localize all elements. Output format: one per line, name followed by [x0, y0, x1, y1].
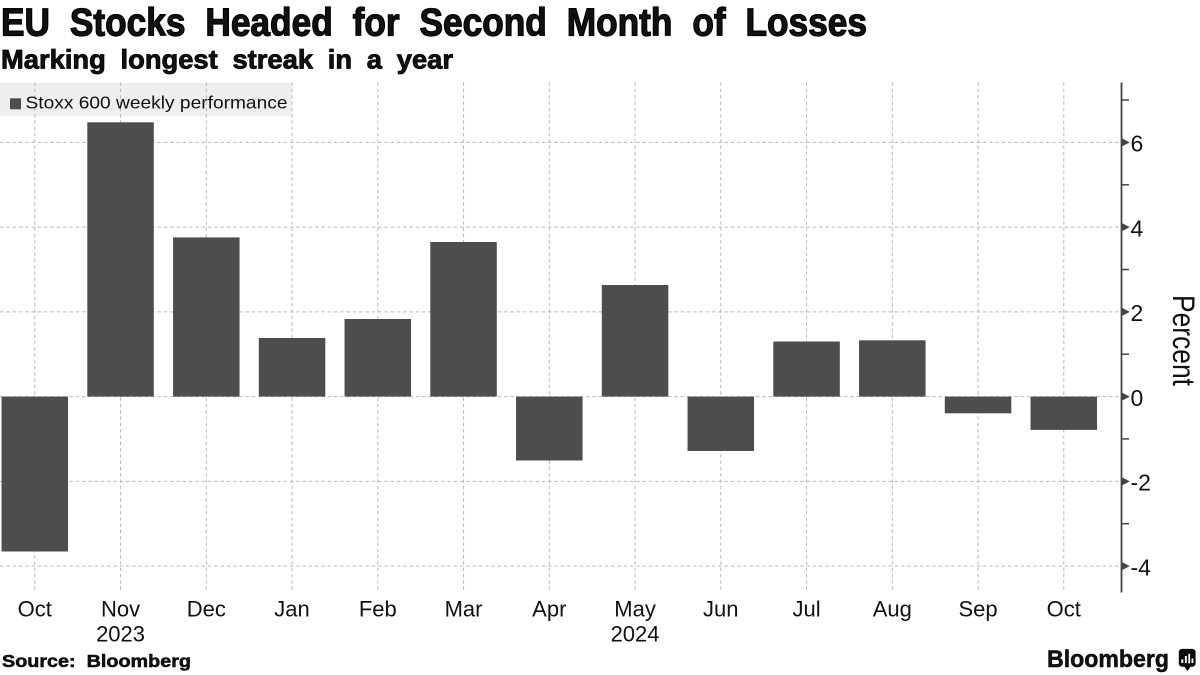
svg-text:May: May: [614, 597, 656, 622]
svg-text:Oct: Oct: [1047, 597, 1081, 622]
svg-text:2024: 2024: [611, 622, 660, 647]
svg-text:-4: -4: [1131, 554, 1152, 580]
svg-text:Jun: Jun: [703, 597, 738, 622]
svg-text:EU Stocks Headed for Second Mo: EU Stocks Headed for Second Month of Los…: [1, 2, 867, 45]
svg-text:-2: -2: [1131, 470, 1151, 496]
svg-text:Aug: Aug: [873, 597, 912, 622]
svg-text:Nov: Nov: [101, 597, 140, 622]
svg-text:Dec: Dec: [187, 597, 226, 622]
svg-text:Marking longest streak in a ye: Marking longest streak in a year: [1, 44, 454, 74]
svg-text:2023: 2023: [96, 622, 145, 647]
svg-text:Percent: Percent: [1166, 295, 1200, 386]
svg-text:4: 4: [1131, 215, 1144, 241]
svg-text:Apr: Apr: [532, 597, 566, 622]
svg-text:2: 2: [1131, 300, 1144, 326]
svg-text:Sep: Sep: [958, 597, 997, 622]
svg-text:Source: Bloomberg: Source: Bloomberg: [2, 651, 191, 671]
svg-text:6: 6: [1131, 131, 1144, 157]
svg-text:Jul: Jul: [792, 597, 820, 622]
svg-text:Feb: Feb: [359, 597, 397, 622]
svg-text:Oct: Oct: [18, 597, 52, 622]
svg-text:0: 0: [1131, 385, 1144, 411]
svg-text:Stoxx 600 weekly performance: Stoxx 600 weekly performance: [26, 93, 288, 113]
svg-text:Mar: Mar: [445, 597, 483, 622]
svg-text:Bloomberg: Bloomberg: [1047, 646, 1169, 673]
svg-text:Jan: Jan: [274, 597, 309, 622]
